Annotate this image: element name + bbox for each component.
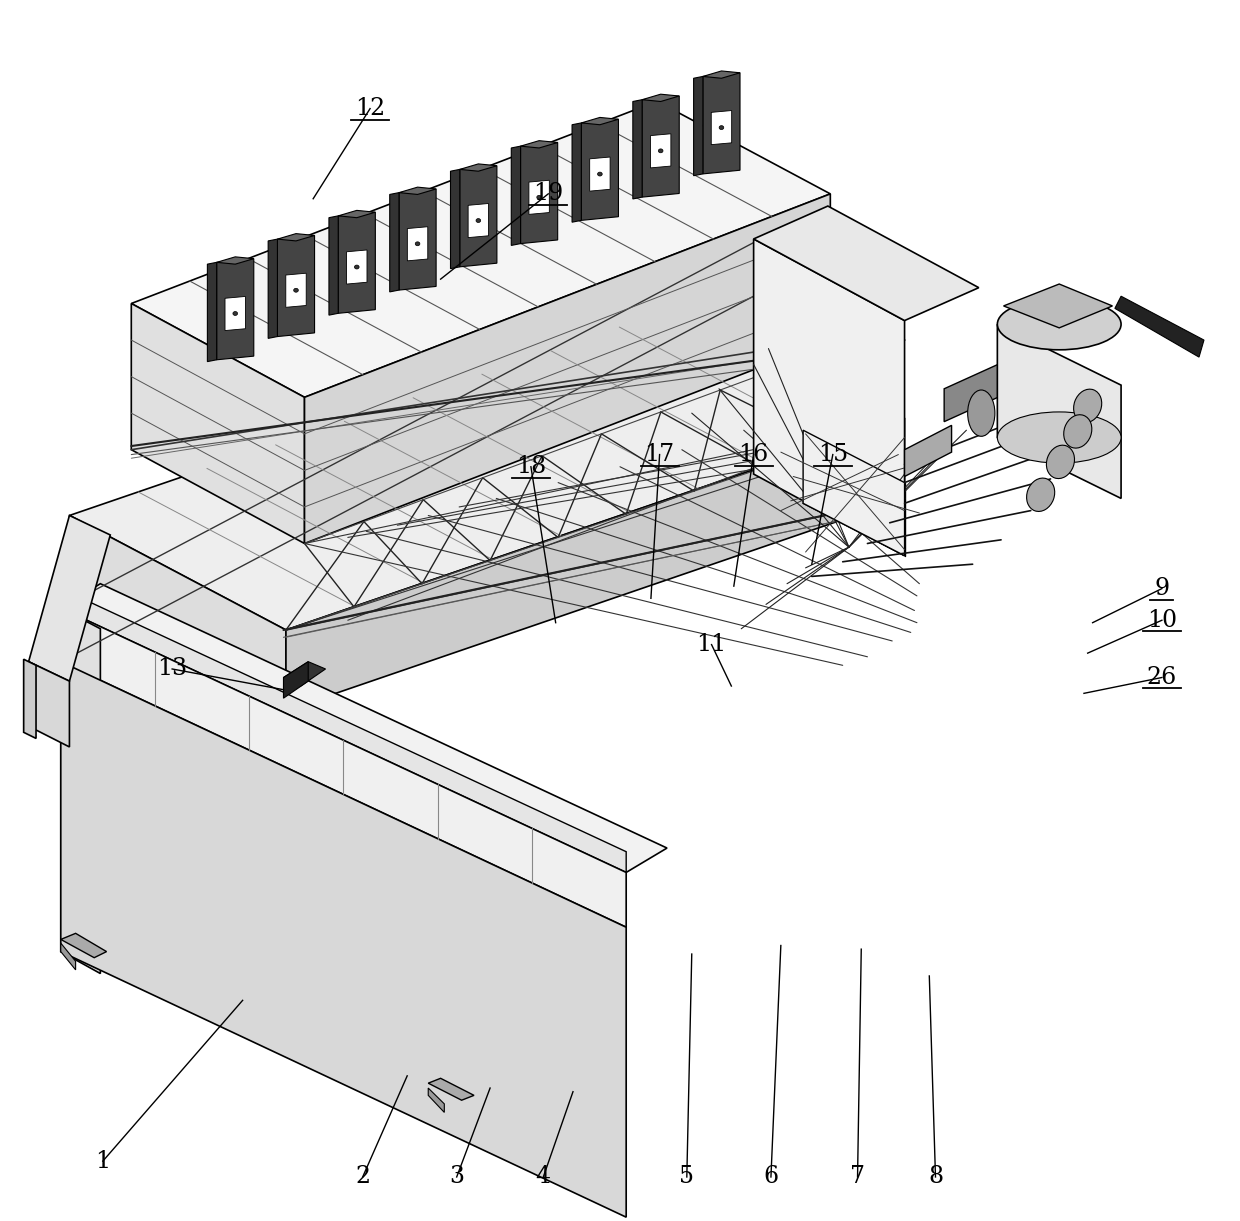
Polygon shape [944,360,1006,421]
Polygon shape [61,589,626,873]
Polygon shape [284,662,326,686]
Text: 11: 11 [697,634,727,656]
Polygon shape [69,304,904,630]
Polygon shape [61,943,76,969]
Polygon shape [408,227,428,261]
Text: 26: 26 [1147,665,1177,689]
Polygon shape [521,143,558,244]
Polygon shape [642,94,680,101]
Polygon shape [61,584,667,873]
Polygon shape [61,608,626,927]
Polygon shape [428,1088,444,1112]
Ellipse shape [1027,479,1055,512]
Polygon shape [207,263,217,361]
Polygon shape [642,96,680,197]
Polygon shape [61,608,100,973]
Polygon shape [286,418,904,711]
Polygon shape [29,662,69,747]
Polygon shape [521,140,558,148]
Polygon shape [61,933,107,957]
Polygon shape [651,134,671,168]
Polygon shape [284,662,309,698]
Polygon shape [217,256,254,264]
Ellipse shape [598,172,603,176]
Text: 5: 5 [680,1166,694,1188]
Ellipse shape [476,219,481,222]
Text: 2: 2 [355,1166,371,1188]
Polygon shape [131,101,831,397]
Text: 15: 15 [817,443,848,466]
Polygon shape [29,515,110,681]
Text: 7: 7 [851,1166,866,1188]
Text: 17: 17 [645,443,675,466]
Polygon shape [389,193,399,292]
Polygon shape [285,274,306,308]
Ellipse shape [1047,446,1075,479]
Polygon shape [329,216,339,315]
Polygon shape [131,304,305,543]
Polygon shape [469,204,489,238]
Polygon shape [693,77,703,176]
Ellipse shape [294,288,299,292]
Polygon shape [460,166,497,267]
Polygon shape [460,164,497,171]
Ellipse shape [355,265,360,269]
Polygon shape [339,210,376,217]
Polygon shape [268,239,278,338]
Text: 16: 16 [739,443,769,466]
Text: 1: 1 [95,1150,110,1172]
Polygon shape [703,71,740,78]
Polygon shape [399,189,436,291]
Ellipse shape [997,411,1121,463]
Polygon shape [997,325,1121,498]
Polygon shape [217,259,254,360]
Ellipse shape [233,311,238,315]
Polygon shape [278,236,315,337]
Polygon shape [450,170,460,269]
Polygon shape [339,212,376,314]
Ellipse shape [967,389,994,436]
Polygon shape [754,239,904,556]
Polygon shape [61,662,626,1217]
Polygon shape [529,181,549,215]
Text: 10: 10 [1147,609,1177,631]
Polygon shape [582,120,619,220]
Polygon shape [69,515,286,711]
Polygon shape [428,1078,474,1100]
Polygon shape [305,194,831,543]
Text: 12: 12 [355,98,386,120]
Text: 18: 18 [516,455,546,479]
Polygon shape [278,233,315,241]
Ellipse shape [537,195,542,199]
Polygon shape [399,187,436,194]
Ellipse shape [415,242,420,245]
Ellipse shape [997,299,1121,349]
Polygon shape [582,117,619,125]
Ellipse shape [1064,415,1092,448]
Polygon shape [703,73,740,173]
Text: 9: 9 [1154,578,1169,600]
Ellipse shape [719,126,724,129]
Text: 6: 6 [764,1166,779,1188]
Polygon shape [712,111,732,144]
Polygon shape [754,206,978,321]
Polygon shape [346,250,367,284]
Polygon shape [904,425,951,476]
Polygon shape [1003,284,1112,328]
Polygon shape [590,158,610,192]
Text: 8: 8 [928,1166,944,1188]
Polygon shape [1115,297,1204,357]
Polygon shape [24,659,36,739]
Text: 19: 19 [533,182,563,205]
Text: 3: 3 [449,1166,464,1188]
Ellipse shape [1074,389,1101,422]
Ellipse shape [658,149,663,153]
Polygon shape [224,297,246,331]
Polygon shape [572,123,582,222]
Polygon shape [632,100,642,199]
Polygon shape [511,147,521,245]
Text: 13: 13 [157,657,187,680]
Polygon shape [804,430,904,556]
Text: 4: 4 [536,1166,551,1188]
